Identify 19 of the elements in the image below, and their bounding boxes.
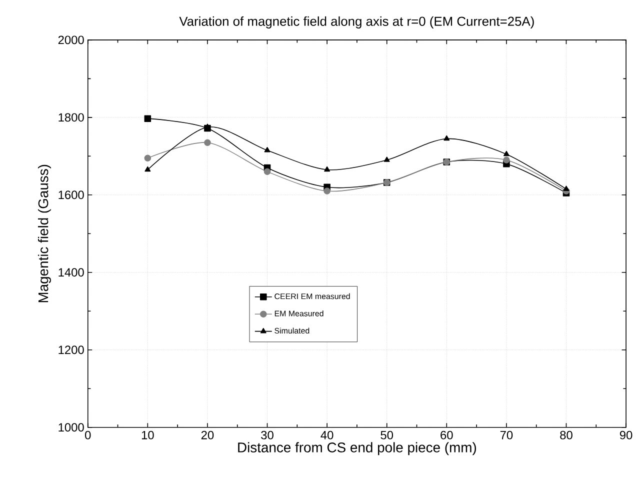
- x-tick-label: 50: [380, 430, 394, 440]
- x-tick-label: 80: [560, 430, 572, 440]
- x-tick-label: 20: [201, 430, 214, 440]
- y-tick-label: 1600: [58, 190, 84, 199]
- x-tick-label: 0: [85, 430, 91, 440]
- x-tick-label: 60: [440, 430, 453, 440]
- y-tick-label: 1200: [58, 346, 84, 354]
- x-tick-label: 30: [261, 430, 274, 440]
- x-axis-title: Distance from CS end pole piece (mm): [238, 442, 476, 456]
- y-axis-title: Magentic field (Gauss): [38, 164, 51, 302]
- x-tick-label: 10: [142, 430, 154, 440]
- y-tick-label: 1800: [58, 113, 84, 122]
- x-tick-label: 40: [320, 430, 334, 440]
- x-tick-label: 70: [500, 430, 513, 440]
- y-tick-label: 1400: [58, 268, 84, 276]
- chart-title: Variation of magnetic field along axis at r=0 (EM Current=25A): [179, 16, 534, 28]
- y-tick-label: 2000: [58, 36, 84, 44]
- y-tick-label: 1000: [58, 423, 84, 432]
- x-tick-label: 90: [620, 430, 632, 440]
